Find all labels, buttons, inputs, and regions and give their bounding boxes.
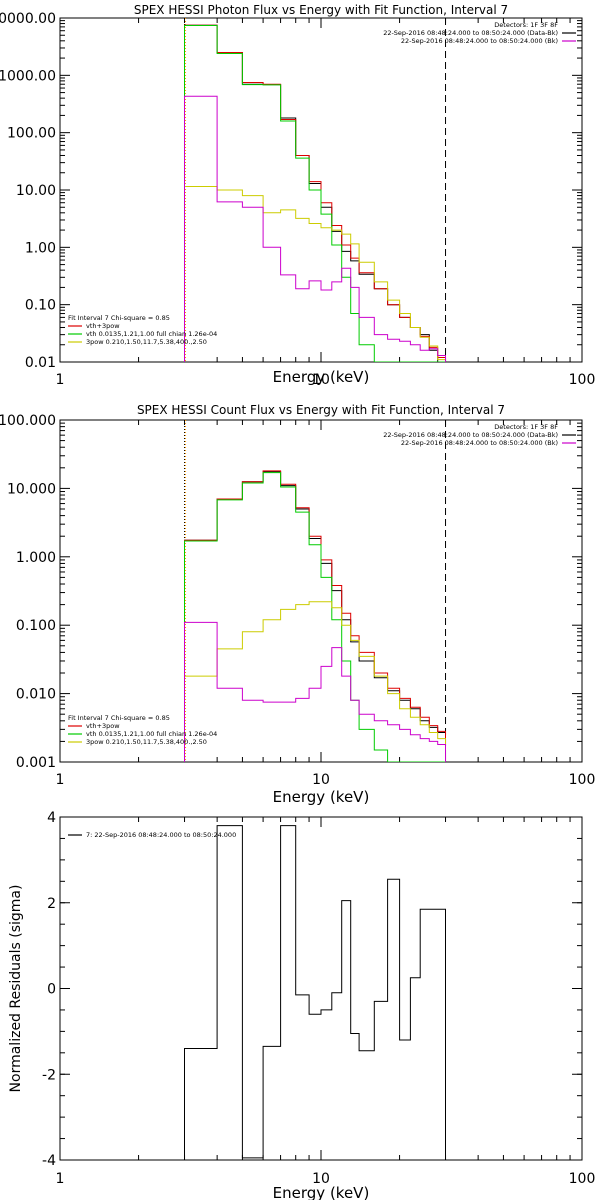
photon-y-tick-label: 10.00 <box>16 183 56 199</box>
photon-legend-left-2: vth 0.0135,1.21,1.00 full chian 1.26e-04 <box>86 330 217 338</box>
resid-y-tick-label: 4 <box>47 810 56 826</box>
count-series-1 <box>184 470 446 762</box>
photon-series-0 <box>184 24 446 362</box>
count-legend-left-2: vth 0.0135,1.21,1.00 full chian 1.26e-04 <box>86 730 217 738</box>
count-y-tick-label: 0.001 <box>16 755 56 771</box>
photon-legend-left-0: Fit Interval 7 Chi-square = 0.85 <box>68 314 170 322</box>
photon-y-tick-label: 100.00 <box>7 126 56 142</box>
count-y-tick-label: 1.000 <box>16 550 56 566</box>
photon-legend-left-3: 3pow 0.210,1.50,11.7,5.38,400.,2.50 <box>86 338 207 346</box>
photon-legend-right-2: 22-Sep-2016 08:48:24.000 to 08:50:24.000… <box>401 37 558 45</box>
count-y-axis: 0.001 0.010 0.100 1.000 10.000 100.000 <box>0 413 582 771</box>
resid-plot-frame <box>59 816 583 1161</box>
count-series-0 <box>184 471 446 762</box>
resid-x-tick-label: 100 <box>569 1171 596 1187</box>
resid-y-tick-label: 2 <box>47 896 56 912</box>
count-legend-left-1: vth+3pow <box>86 722 120 730</box>
photon-legend-left-1: vth+3pow <box>86 322 120 330</box>
photon-series-2 <box>184 25 446 362</box>
resid-chart: 1 10 100 Energy (keV) -4 -2 0 2 4 Normalized Resi… <box>8 810 595 1200</box>
count-series-4 <box>184 621 446 762</box>
count-legend-left-3: 3pow 0.210,1.50,11.7,5.38,400.,2.50 <box>86 738 207 746</box>
resid-legend-left-0: 7: 22-Sep-2016 08:48:24.000 to 08:50:24.… <box>86 831 236 839</box>
photon-x-tick-label: 10 <box>312 372 330 388</box>
count-series-2 <box>184 472 446 762</box>
resid-y-label: Normalized Residuals (sigma) <box>8 885 24 1093</box>
count-legend-right-2: 22-Sep-2016 08:48:24.000 to 08:50:24.000… <box>401 439 558 447</box>
resid-y-tick-label: 0 <box>47 982 56 998</box>
count-chart: SPEX HESSI Count Flux vs Energy with Fit… <box>0 403 595 806</box>
count-legend-left-0: Fit Interval 7 Chi-square = 0.85 <box>68 714 170 722</box>
resid-series-0 <box>184 825 446 1160</box>
photon-legend-right-1: 22-Sep-2016 08:48:24.000 to 08:50:24.000… <box>383 29 558 37</box>
photon-series-1 <box>184 24 446 362</box>
photon-y-tick-label: 0.01 <box>25 355 56 371</box>
photon-x-tick-label: 100 <box>569 372 596 388</box>
resid-x-tick-label: 1 <box>56 1171 65 1187</box>
resid-y-tick-label: -2 <box>42 1067 56 1083</box>
count-plot-frame <box>59 419 583 763</box>
count-y-tick-label: 0.100 <box>16 618 56 634</box>
photon-y-axis: 0.01 0.10 1.00 10.00 100.00 1000.00 10000.00 <box>0 11 582 371</box>
resid-x-label: Energy (keV) <box>273 1184 370 1200</box>
count-x-tick-label: 10 <box>312 772 330 788</box>
resid-x-axis: 1 10 100 <box>56 817 596 1187</box>
count-series-3 <box>184 601 446 762</box>
photon-y-tick-label: 1.00 <box>25 240 56 256</box>
photon-x-tick-label: 1 <box>56 372 65 388</box>
photon-chart: SPEX HESSI Photon Flux vs Energy with Fi… <box>0 3 595 388</box>
photon-y-tick-label: 10000.00 <box>0 11 56 27</box>
photon-x-axis: 1 10 100 <box>56 18 596 388</box>
count-x-tick-label: 1 <box>56 772 65 788</box>
count-x-tick-label: 100 <box>569 772 596 788</box>
resid-x-tick-label: 10 <box>312 1171 330 1187</box>
photon-x-label: Energy (keV) <box>273 368 370 386</box>
photon-title: SPEX HESSI Photon Flux vs Energy with Fi… <box>134 3 508 17</box>
photon-y-tick-label: 0.10 <box>25 298 56 314</box>
count-y-tick-label: 10.000 <box>7 481 56 497</box>
photon-legend-right-0: Detectors: 1F 3F 8F <box>494 21 558 29</box>
count-legend-right-1: 22-Sep-2016 08:48:24.000 to 08:50:24.000… <box>383 431 558 439</box>
count-x-label: Energy (keV) <box>273 788 370 806</box>
resid-y-axis: -4 -2 0 2 4 <box>42 810 582 1169</box>
photon-y-tick-label: 1000.00 <box>0 68 56 84</box>
count-x-axis: 1 10 100 <box>56 420 596 788</box>
count-title: SPEX HESSI Count Flux vs Energy with Fit… <box>137 403 505 417</box>
count-y-tick-label: 0.010 <box>16 687 56 703</box>
photon-series-4 <box>184 95 446 362</box>
count-y-tick-label: 100.000 <box>0 413 56 429</box>
count-legend-right-0: Detectors: 1F 3F 8F <box>494 423 558 431</box>
resid-y-tick-label: -4 <box>42 1153 56 1169</box>
photon-series-3 <box>184 186 446 362</box>
